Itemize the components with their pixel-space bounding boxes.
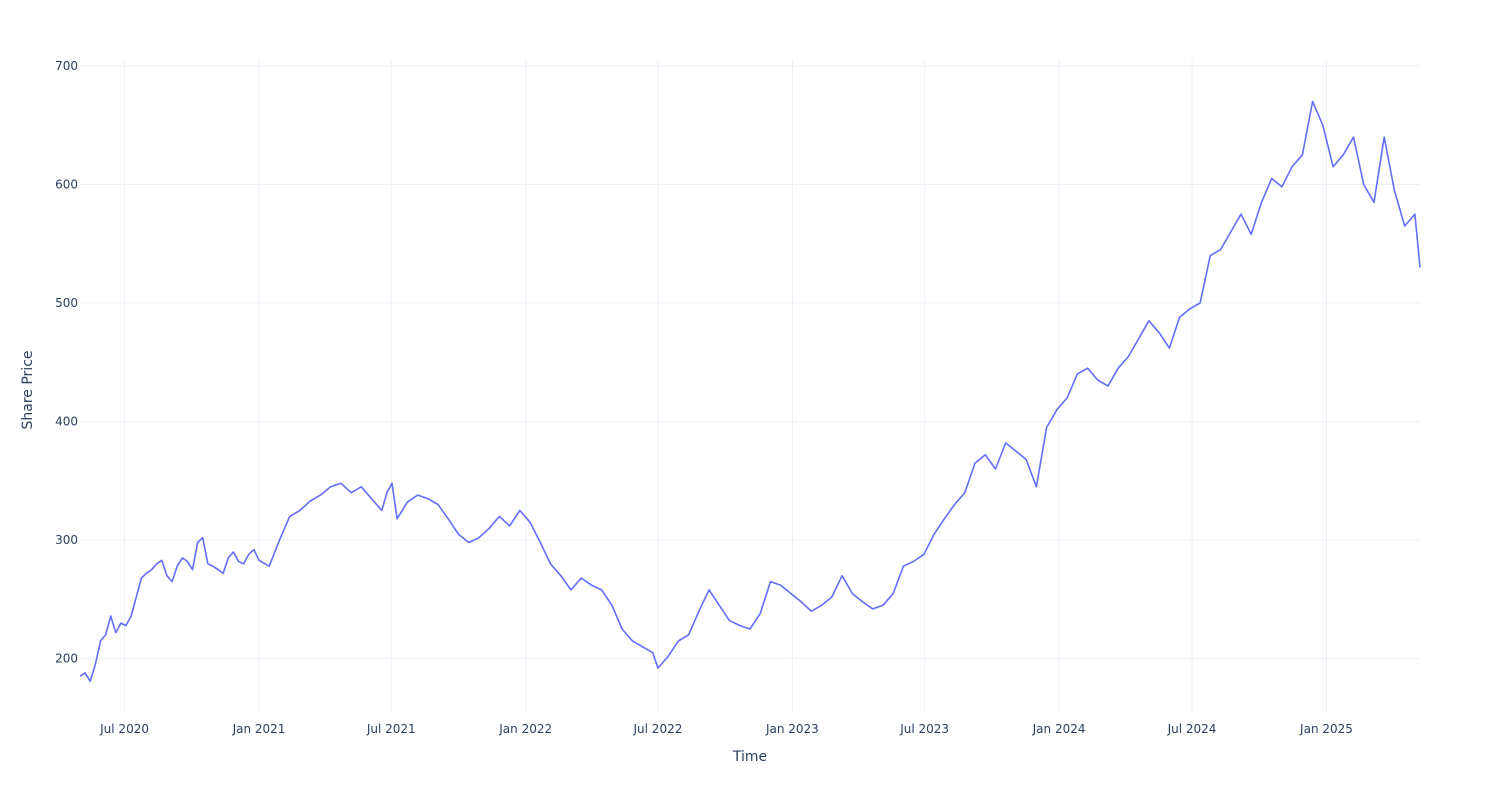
share-price-line xyxy=(79,100,1421,682)
x-tick-label: Jul 2023 xyxy=(899,722,949,736)
x-tick-label: Jan 2025 xyxy=(1299,722,1353,736)
x-tick-labels: Jul 2020 Jan 2021 Jul 2021 Jan 2022 Jul 2022… xyxy=(99,722,1353,736)
x-tick-label: Jan 2022 xyxy=(498,722,552,736)
y-tick-label: 400 xyxy=(55,415,78,429)
x-tick-label: Jan 2021 xyxy=(232,722,286,736)
y-tick-labels: 200 300 400 500 600 700 xyxy=(55,59,78,666)
y-tick-label: 700 xyxy=(55,59,78,73)
x-tick-label: Jul 2024 xyxy=(1167,722,1217,736)
y-axis-title: Share Price xyxy=(20,350,36,429)
x-tick-label: Jan 2024 xyxy=(1032,722,1086,736)
x-tick-label: Jan 2023 xyxy=(765,722,819,736)
y-tick-label: 300 xyxy=(55,533,78,547)
x-tick-label: Jul 2022 xyxy=(633,722,683,736)
x-axis-title: Time xyxy=(732,749,767,765)
y-tick-label: 500 xyxy=(55,296,78,310)
y-tick-label: 200 xyxy=(55,652,78,666)
gridlines xyxy=(80,60,1420,712)
x-tick-label: Jul 2020 xyxy=(99,722,149,736)
x-tick-label: Jul 2021 xyxy=(366,722,416,736)
y-tick-label: 600 xyxy=(55,177,78,191)
